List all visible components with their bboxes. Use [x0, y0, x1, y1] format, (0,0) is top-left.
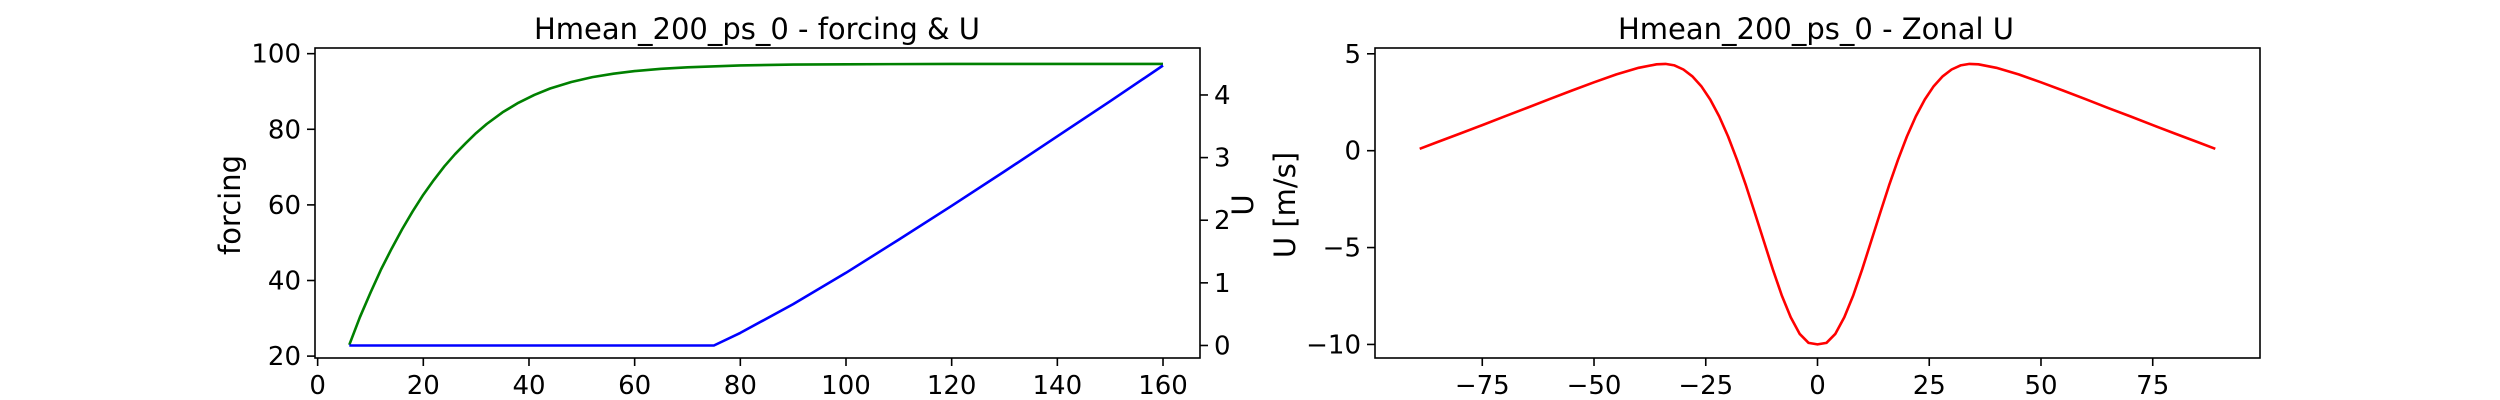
chart1-right-y-tick-label: 1 — [1214, 269, 1231, 299]
chart1-right-y-tick-label: 2 — [1214, 206, 1231, 236]
chart2-series-line-1 — [1419, 62, 2216, 346]
chart1-x-tick-label: 80 — [724, 371, 757, 400]
chart1-plot-frame — [314, 47, 1201, 359]
chart2-y-axis-label: U [m/s] — [1268, 152, 1302, 258]
chart1-title: Hmean_200_ps_0 - forcing & U — [534, 12, 980, 46]
chart2-x-tick-label: 50 — [2024, 371, 2057, 400]
chart1-right-y-tick-label: 4 — [1214, 81, 1231, 111]
chart2-x-tick-label: 0 — [1809, 371, 1826, 400]
chart1-series-line-2 — [349, 64, 1164, 347]
chart1-right-y-tick-label: 0 — [1214, 331, 1231, 361]
chart2-x-tick-label: 25 — [1913, 371, 1946, 400]
chart1-y-axis-label-forcing: forcing — [213, 155, 247, 255]
chart1-y-tick-label: 20 — [268, 342, 301, 372]
chart2-x-tick-label: −75 — [1455, 371, 1510, 400]
chart2-x-tick-label: 75 — [2136, 371, 2169, 400]
chart2-title: Hmean_200_ps_0 - Zonal U — [1618, 12, 2014, 46]
chart1-x-tick-label: 160 — [1138, 371, 1188, 400]
chart1-x-tick-label: 40 — [512, 371, 545, 400]
chart1-y-tick-label: 100 — [251, 40, 301, 70]
chart1-x-tick-label: 140 — [1033, 371, 1083, 400]
chart1-series-line-1 — [348, 62, 1163, 346]
chart1-x-tick-label: 0 — [309, 371, 326, 400]
chart1-y-tick-label: 80 — [268, 115, 301, 145]
chart2-y-tick-label: 5 — [1344, 40, 1361, 70]
chart2-ticks-group: −75 −50 −25 0 25 50 75−10−505 — [1306, 40, 2169, 400]
chart2-plot-frame — [1374, 47, 2261, 359]
chart1-x-tick-label: 100 — [821, 371, 871, 400]
chart1-ticks-group: 0 20 40 60 80 100 120 140 160 20 40 60 80 100 0 1 2 3 4 — [251, 40, 1230, 400]
chart2-y-tick-label: 0 — [1344, 137, 1361, 167]
chart1-x-tick-label: 120 — [927, 371, 977, 400]
chart2-y-tick-label: −10 — [1306, 330, 1361, 360]
chart1-x-tick-label: 20 — [407, 371, 440, 400]
chart2-x-tick-label: −25 — [1678, 371, 1733, 400]
chart1-y-tick-label: 60 — [268, 191, 301, 221]
chart2-x-tick-label: −50 — [1567, 371, 1622, 400]
chart1-y-tick-label: 40 — [268, 267, 301, 297]
chart1-y-axis-label-u: U — [1226, 194, 1260, 215]
chart1-series-group — [348, 62, 1164, 347]
chart1-x-tick-label: 60 — [618, 371, 651, 400]
zonal-u-chart: Hmean_200_ps_0 - Zonal U U [m/s] −75 −50−… — [1268, 12, 2261, 400]
chart1-right-y-tick-label: 3 — [1214, 144, 1231, 174]
chart2-y-tick-label: −5 — [1323, 234, 1361, 264]
forcing-and-u-chart: Hmean_200_ps_0 - forcing & U forcing U 0… — [213, 12, 1260, 400]
chart2-series-group — [1419, 62, 2216, 346]
